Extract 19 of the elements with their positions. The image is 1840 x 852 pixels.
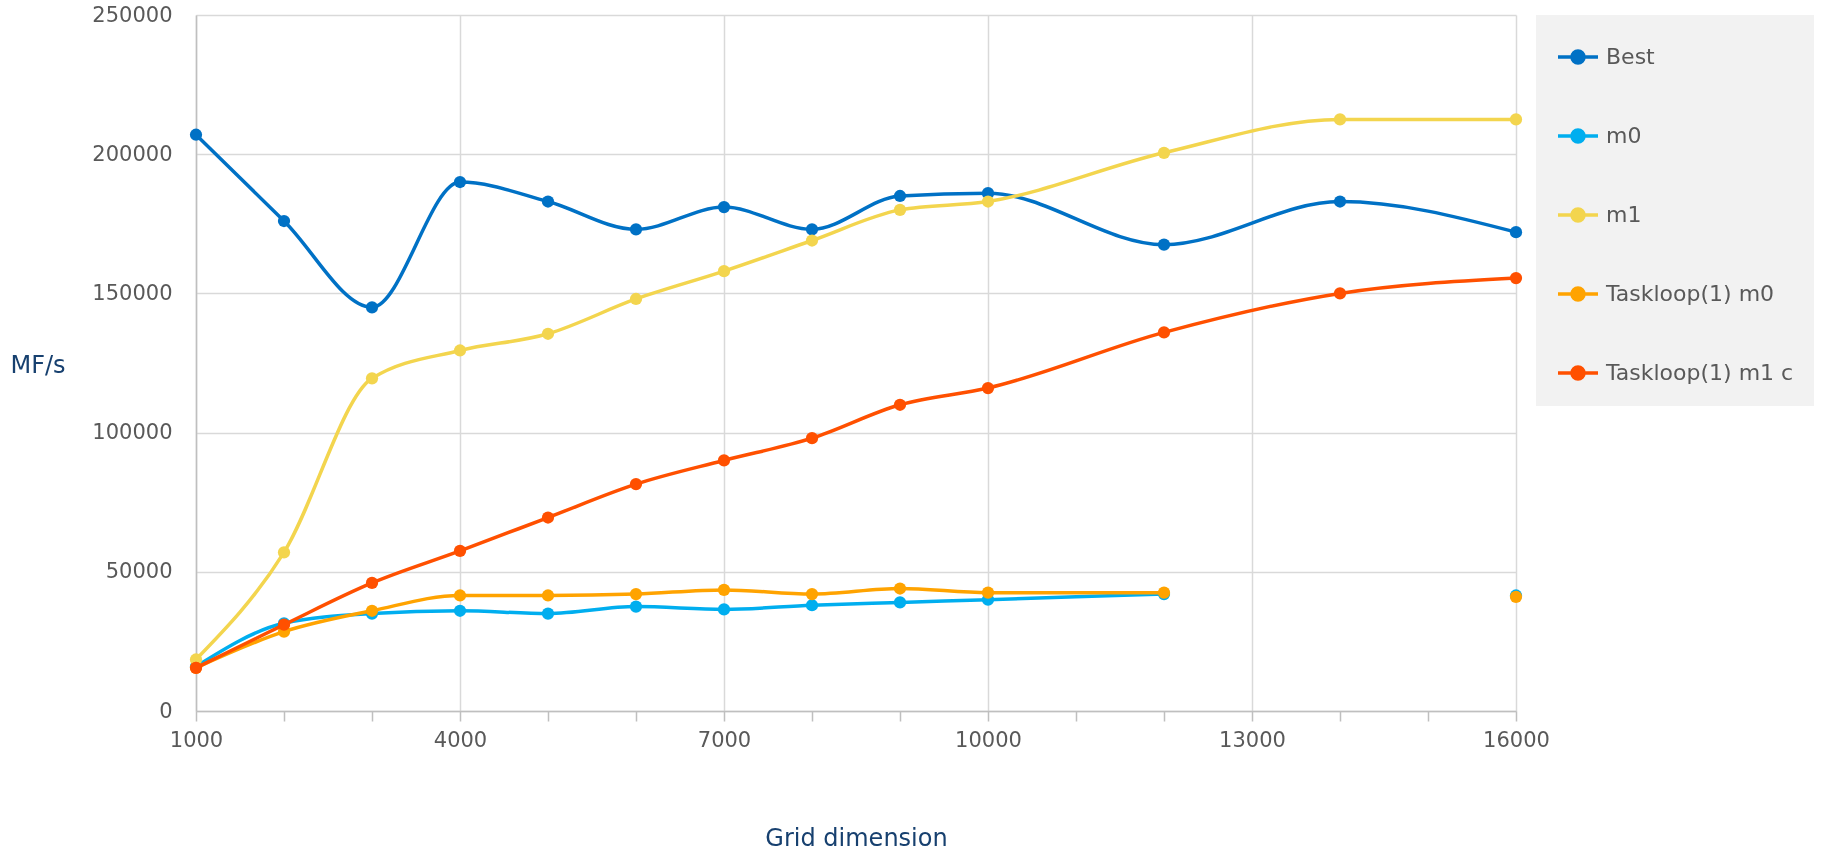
y-tick-label: 200000 — [92, 141, 173, 166]
legend-label: Best — [1606, 44, 1656, 69]
x-tick-label: 10000 — [955, 727, 1022, 752]
legend-label: Taskloop(1) m1 c — [1605, 360, 1794, 385]
y-tick-label: 100000 — [92, 420, 173, 445]
x-tick-label: 4000 — [433, 727, 488, 752]
x-tick-label: 7000 — [697, 727, 752, 752]
x-tick-label: 13000 — [1219, 727, 1286, 752]
y-axis-title: MF/s — [10, 350, 66, 379]
legend-label: m1 — [1606, 202, 1642, 227]
y-tick-label: 50000 — [105, 559, 173, 584]
legend-label: Taskloop(1) m0 — [1605, 281, 1775, 306]
y-tick-label: 150000 — [92, 280, 173, 305]
x-axis-title: Grid dimension — [765, 823, 948, 852]
y-tick-label: 0 — [159, 698, 173, 723]
y-tick-label: 250000 — [92, 2, 173, 27]
x-tick-label: 16000 — [1483, 727, 1550, 752]
x-tick-label: 1000 — [169, 727, 224, 752]
legend-label: m0 — [1606, 123, 1642, 148]
